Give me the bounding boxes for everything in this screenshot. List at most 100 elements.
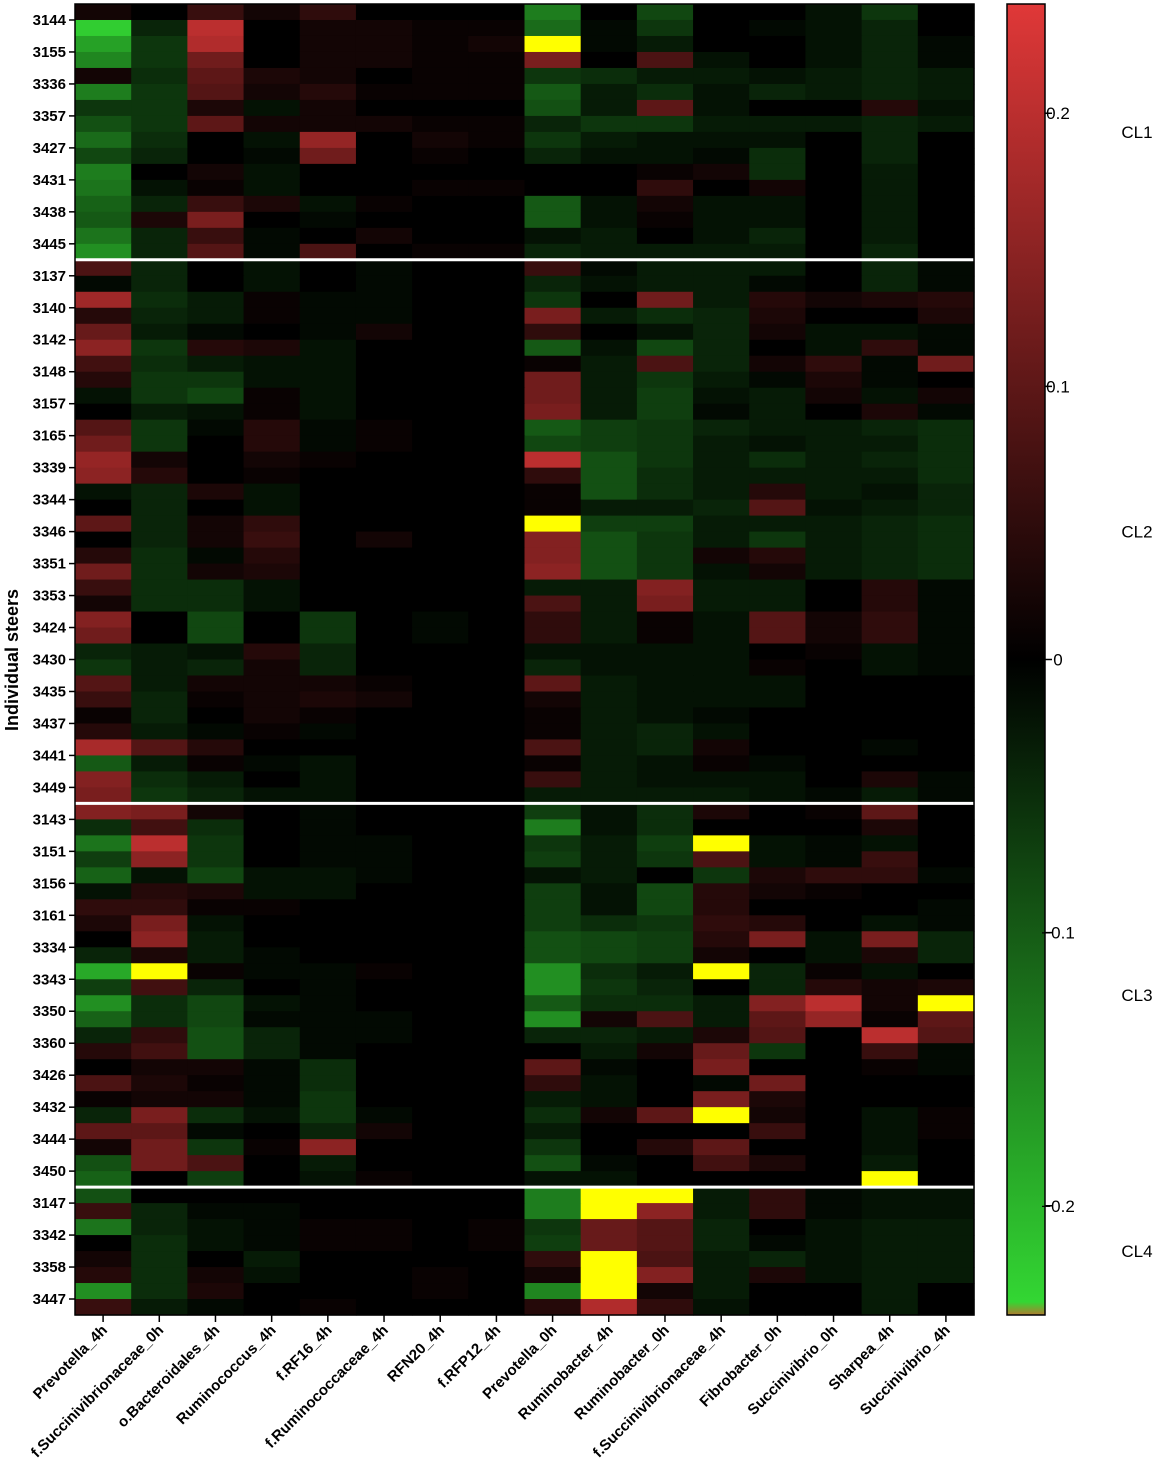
- heatmap-cell: [299, 851, 357, 868]
- heatmap-cell: [131, 1027, 188, 1044]
- heatmap-cell: [917, 771, 975, 788]
- heatmap-cell: [468, 1011, 526, 1028]
- heatmap-cell: [917, 67, 975, 85]
- heatmap-cell: [580, 1187, 638, 1204]
- heatmap-cell: [580, 243, 638, 261]
- heatmap-cell: [187, 259, 245, 277]
- heatmap-cell: [580, 771, 638, 788]
- heatmap-cell: [243, 1139, 301, 1156]
- heatmap-cell: [805, 483, 863, 501]
- heatmap-cell: [468, 275, 526, 293]
- heatmap-cell: [861, 291, 919, 309]
- heatmap-cell: [636, 883, 694, 900]
- heatmap-cell: [131, 643, 188, 661]
- heatmap-cell: [243, 1299, 301, 1316]
- heatmap-cell: [75, 451, 132, 469]
- heatmap-cell: [805, 1075, 863, 1092]
- heatmap-cell: [861, 1203, 919, 1220]
- heatmap-cell: [861, 755, 919, 773]
- heatmap-cell: [412, 595, 469, 613]
- heatmap-cell: [805, 1043, 863, 1060]
- heatmap-cell: [299, 419, 357, 437]
- heatmap-cell: [693, 579, 750, 597]
- heatmap-cell: [468, 83, 526, 101]
- heatmap-cell: [861, 467, 919, 485]
- heatmap-cell: [243, 819, 301, 836]
- heatmap-cell: [805, 867, 863, 884]
- heatmap-cell: [749, 35, 807, 53]
- heatmap-cell: [861, 787, 919, 804]
- heatmap-cell: [299, 115, 357, 133]
- heatmap-cell: [299, 451, 357, 469]
- heatmap-cell: [355, 1299, 413, 1316]
- heatmap-cell: [468, 1299, 526, 1316]
- y-tick-label: 3437: [33, 716, 66, 733]
- heatmap-cell: [917, 1235, 975, 1252]
- heatmap-cell: [243, 803, 301, 820]
- heatmap-cell: [243, 643, 301, 661]
- heatmap-cell: [243, 19, 301, 37]
- heatmap-cell: [187, 147, 245, 165]
- heatmap-cell: [749, 1107, 807, 1124]
- heatmap-cell: [243, 883, 301, 900]
- heatmap-cell: [693, 515, 750, 533]
- heatmap-cell: [243, 99, 301, 117]
- heatmap-cell: [355, 1107, 413, 1124]
- heatmap-cell: [749, 915, 807, 932]
- heatmap-cell: [412, 51, 469, 69]
- heatmap-cell: [524, 35, 582, 53]
- heatmap-cell: [75, 931, 132, 948]
- heatmap-cell: [187, 1219, 245, 1236]
- heatmap-cell: [75, 787, 132, 804]
- heatmap-cell: [917, 435, 975, 453]
- heatmap-cell: [805, 163, 863, 181]
- heatmap-cell: [917, 4, 975, 21]
- heatmap-cell: [412, 1283, 469, 1300]
- cluster-labels: CL1 CL2 CL3 CL4: [1121, 123, 1152, 1261]
- heatmap-cell: [749, 1219, 807, 1236]
- heatmap-cell: [524, 51, 582, 69]
- heatmap-cell: [468, 627, 526, 645]
- heatmap-cell: [805, 131, 863, 149]
- heatmap-cell: [693, 1155, 750, 1172]
- heatmap-cell: [243, 227, 301, 245]
- heatmap-cell: [412, 579, 469, 597]
- heatmap-cell: [412, 915, 469, 932]
- heatmap-cell: [187, 563, 245, 581]
- heatmap-cell: [917, 643, 975, 661]
- heatmap-cell: [412, 179, 469, 197]
- heatmap-cell: [805, 579, 863, 597]
- heatmap-cell: [580, 4, 638, 21]
- heatmap-cell: [131, 1251, 188, 1268]
- colorbar-tick-label: −0.1: [1041, 924, 1075, 943]
- heatmap-cell: [917, 787, 975, 804]
- heatmap-cell: [805, 243, 863, 261]
- heatmap-cell: [75, 115, 132, 133]
- heatmap-cell: [412, 1219, 469, 1236]
- heatmap-cell: [861, 259, 919, 277]
- heatmap-cell: [805, 259, 863, 277]
- heatmap-cell: [468, 915, 526, 932]
- heatmap-cell: [805, 675, 863, 693]
- heatmap-cell: [636, 915, 694, 932]
- heatmap-cell: [299, 1139, 357, 1156]
- heatmap-cell: [299, 355, 357, 373]
- y-tick-label: 3156: [33, 875, 66, 892]
- heatmap-cell: [580, 707, 638, 725]
- heatmap-cell: [917, 1011, 975, 1028]
- heatmap-cell: [917, 1075, 975, 1092]
- heatmap-cell: [355, 1267, 413, 1284]
- heatmap-cell: [131, 403, 188, 421]
- heatmap-cell: [468, 1139, 526, 1156]
- heatmap-cell: [749, 291, 807, 309]
- heatmap-cell: [243, 611, 301, 629]
- heatmap-cell: [412, 1091, 469, 1108]
- heatmap-cell: [355, 643, 413, 661]
- heatmap-cell: [861, 339, 919, 357]
- heatmap-cell: [749, 499, 807, 517]
- heatmap-cell: [636, 1267, 694, 1284]
- heatmap-cell: [131, 1235, 188, 1252]
- heatmap-cell: [917, 403, 975, 421]
- heatmap-cell: [131, 1011, 188, 1028]
- heatmap-cell: [187, 931, 245, 948]
